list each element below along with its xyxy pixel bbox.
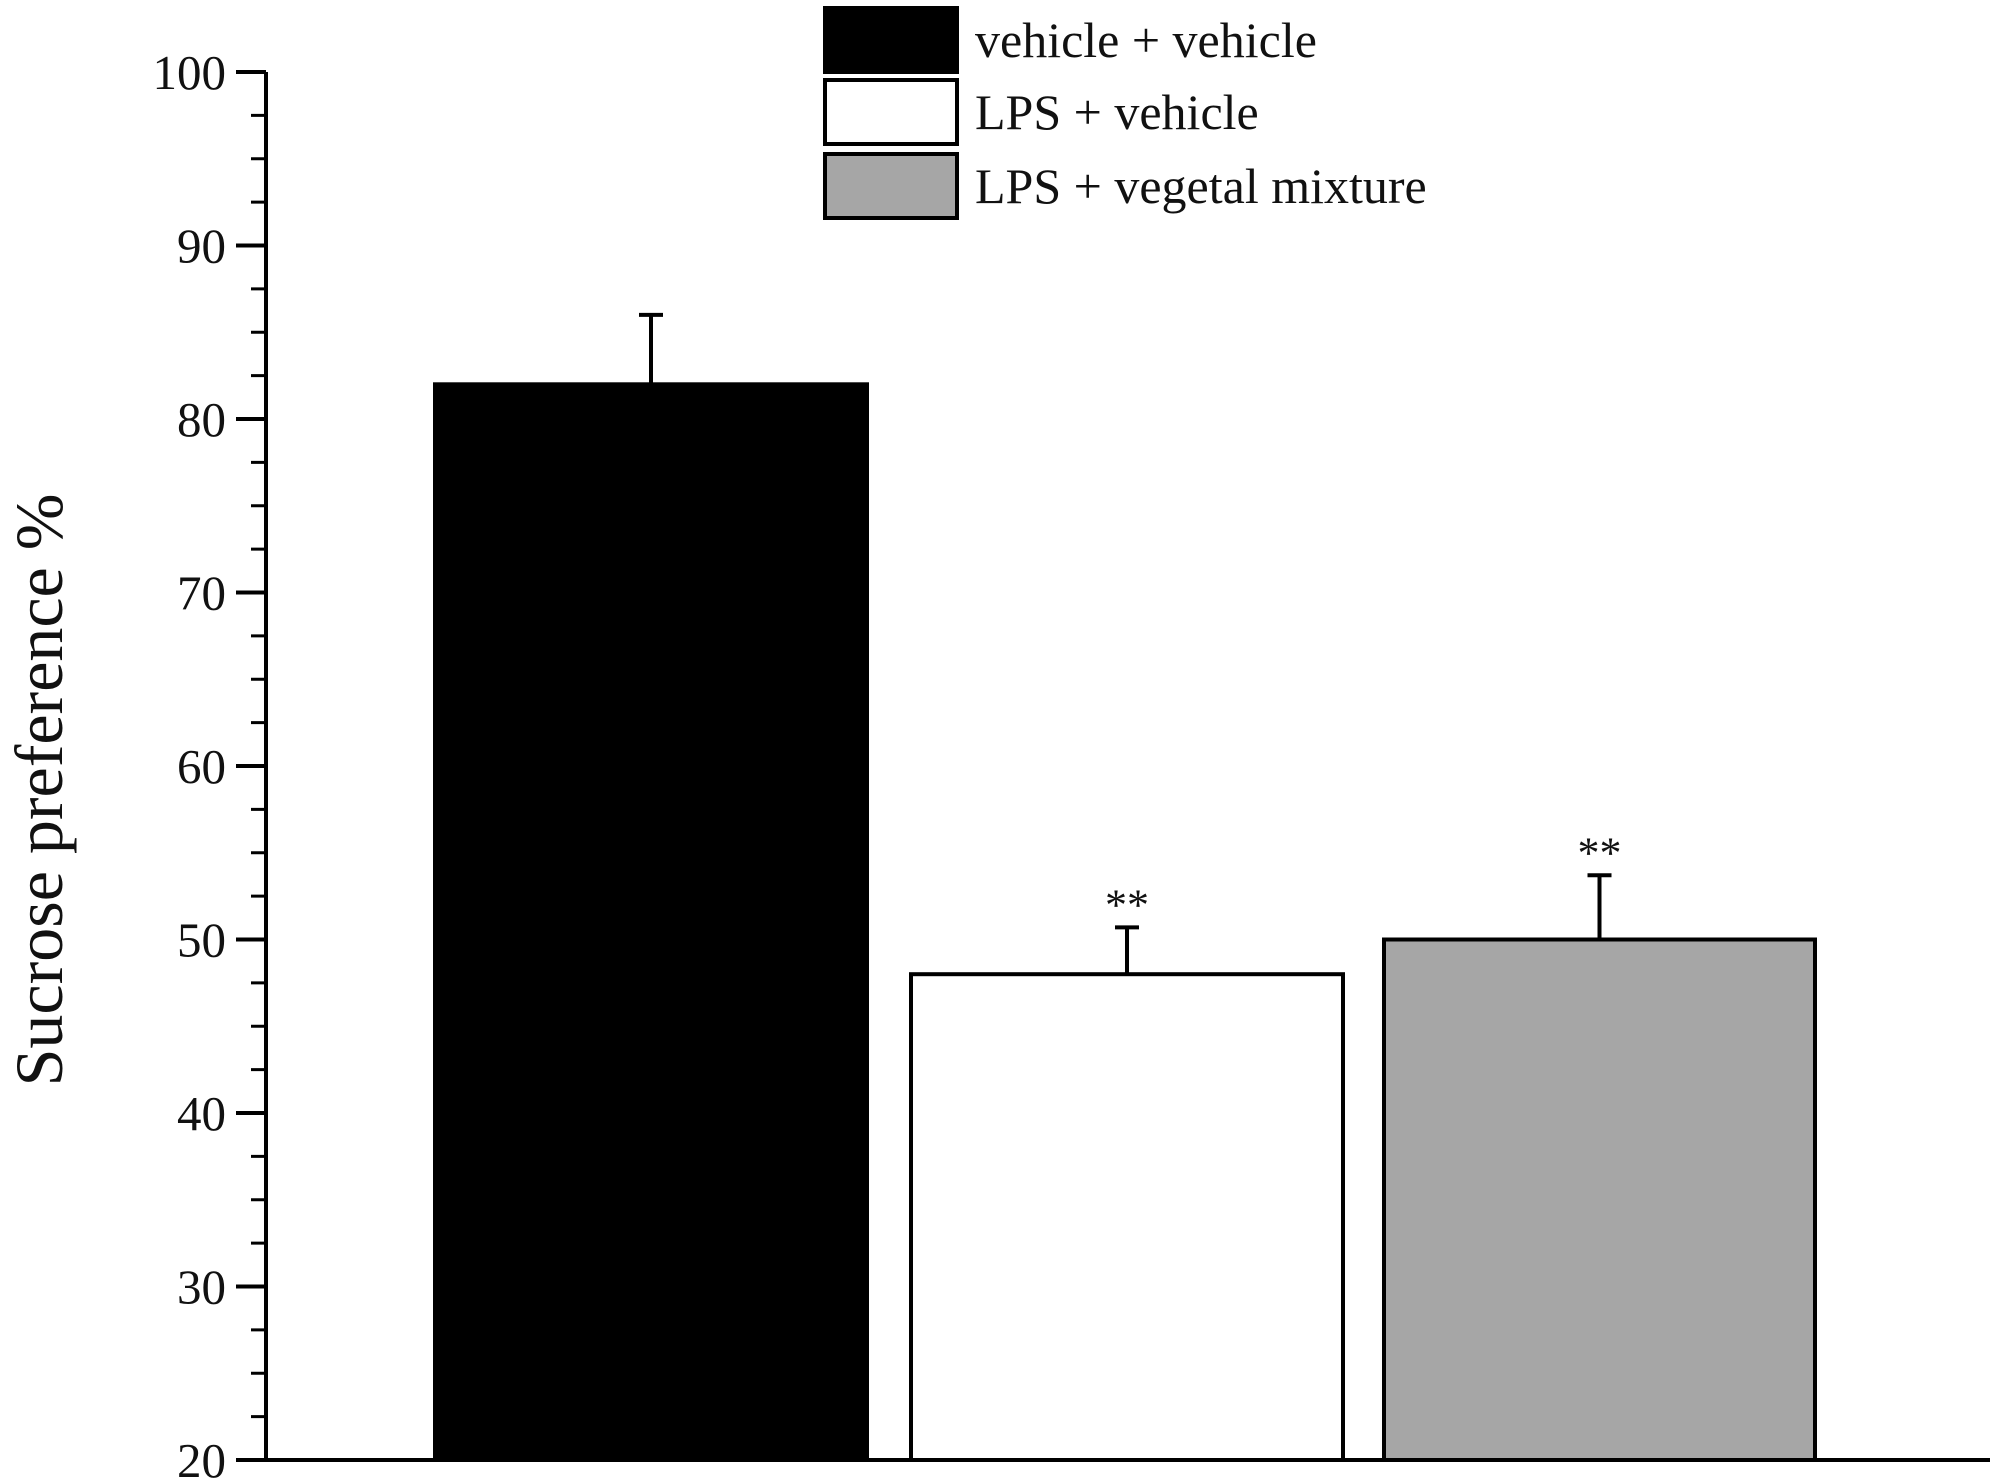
y-axis-title: Sucrose preference % [1,494,77,1087]
legend-label-1: vehicle + vehicle [975,12,1317,68]
y-tick-label-20: 20 [177,1433,226,1483]
legend-swatch-2 [823,78,959,146]
y-tick-label-70: 70 [177,566,226,621]
legend-label-2: LPS + vehicle [975,84,1259,140]
plot-area: ** ** 20 30 40 50 60 70 80 90 100 [153,45,1990,1483]
bar-1 [433,382,869,1462]
y-tick-label-30: 30 [177,1260,226,1315]
bar-2 [909,972,1345,1462]
y-tick-label-90: 90 [177,219,226,274]
y-tick-label-40: 40 [177,1086,226,1141]
bar-3 [1382,937,1817,1462]
legend-label-3: LPS + vegetal mixture [975,158,1427,214]
legend: vehicle + vehicle LPS + vehicle LPS + vege… [823,6,1427,220]
y-tick-label-50: 50 [177,913,226,968]
significance-label-3: ** [1578,828,1622,877]
y-tick-label-80: 80 [177,392,226,447]
legend-swatch-3 [823,152,959,220]
y-tick-label-100: 100 [153,45,227,100]
legend-swatch-1 [823,6,959,74]
significance-label-2: ** [1105,880,1149,929]
y-tick-label-60: 60 [177,739,226,794]
